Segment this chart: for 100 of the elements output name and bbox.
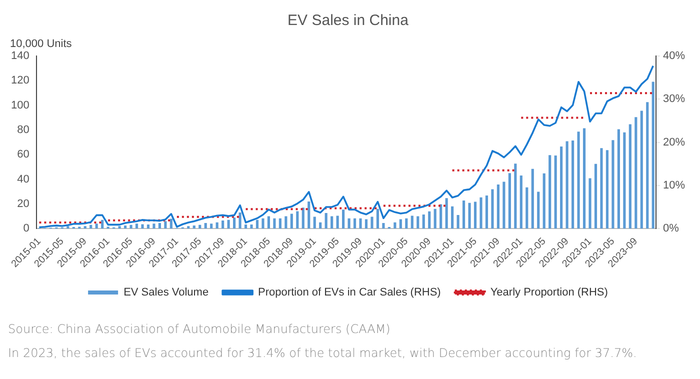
bar [566,141,568,229]
bar [233,217,236,229]
y-tick-label: 80 [17,124,30,136]
bar [278,218,282,229]
bar [652,82,654,229]
bar [560,146,563,229]
bar [394,222,396,229]
bar [170,218,172,229]
y-tick-label: 60 [17,148,30,161]
bar [250,224,253,229]
bar [198,224,202,229]
bar [537,192,540,229]
bar [405,218,408,229]
bar [302,208,304,229]
text: In 2023, the sales of EVs accounted for 31.4% of the total market, with December accounting for 37.7%. [8,346,638,360]
bar [348,218,350,229]
bar [370,216,374,229]
bar [542,173,546,229]
bar [628,124,632,229]
legend-label: EV Sales Volume [124,286,209,299]
bar [451,206,454,229]
legend-label: Yearly Proportion (RHS) [490,286,608,299]
bar [319,222,322,229]
bar [422,214,425,229]
legend-label: Proportion of EVs in Car Sales (RHS) [258,286,441,299]
bar [267,216,270,229]
bar [66,226,70,229]
y-tick-label: 20 [17,198,30,210]
bar [634,117,638,229]
bar [244,224,248,229]
bar [623,132,626,229]
bar [572,140,574,229]
y2-tick-label: 30% [662,93,686,106]
bar [474,202,477,229]
bar [141,224,144,229]
bar [485,196,488,229]
bar [445,198,448,229]
bar [577,132,580,229]
bar [480,197,482,229]
bar [376,208,380,229]
y2-tick-label: 20% [662,136,686,148]
bar [600,148,603,229]
bar [456,215,460,229]
y-axis-title: 10,000 Units [10,38,72,50]
bar [462,200,466,229]
y-tick-label: 140 [10,50,30,62]
bar [324,213,328,229]
bar [313,216,316,229]
y-tick-label: 100 [10,99,30,112]
bar [502,182,506,229]
bar [531,168,534,229]
bar [359,218,362,229]
bar [646,102,649,229]
bar [262,218,264,229]
bar [440,204,442,229]
bar [410,216,414,229]
bar [508,173,511,229]
bar [308,201,310,229]
bar [330,216,334,229]
bar [336,216,339,229]
bar [192,225,196,229]
bar [382,223,385,229]
bar [399,219,402,229]
bar [95,224,98,229]
bar [434,208,436,229]
bar [124,225,127,229]
bar [164,221,167,229]
bar [273,218,276,229]
bar [342,210,345,229]
bar [84,226,86,229]
bar [364,219,368,229]
bar [520,175,522,229]
bar [238,212,242,229]
bar [118,226,121,229]
bar [130,224,132,229]
bar [617,129,620,229]
bar [468,202,471,229]
bar [101,220,104,229]
bar [594,164,598,229]
bar [582,128,586,229]
y-tick-label: 120 [10,74,30,87]
y2-tick-label: 0% [662,222,680,235]
bar [204,223,207,229]
source-note: Source: China Association of Automobile Manufacturers (CAAM) [8,322,392,336]
bar [296,211,299,229]
y-tick-label: 0 [23,222,30,235]
bar [152,224,156,229]
bar [353,218,356,229]
bar [588,178,592,229]
bar [146,224,150,229]
bar [491,189,494,229]
bar [612,140,614,229]
bar [210,224,213,229]
bar [290,214,293,229]
bar [90,224,92,229]
bar [135,224,138,229]
bar [158,223,161,229]
y-tick-label: 40 [17,173,30,186]
bar [216,222,218,229]
bar [514,164,517,229]
